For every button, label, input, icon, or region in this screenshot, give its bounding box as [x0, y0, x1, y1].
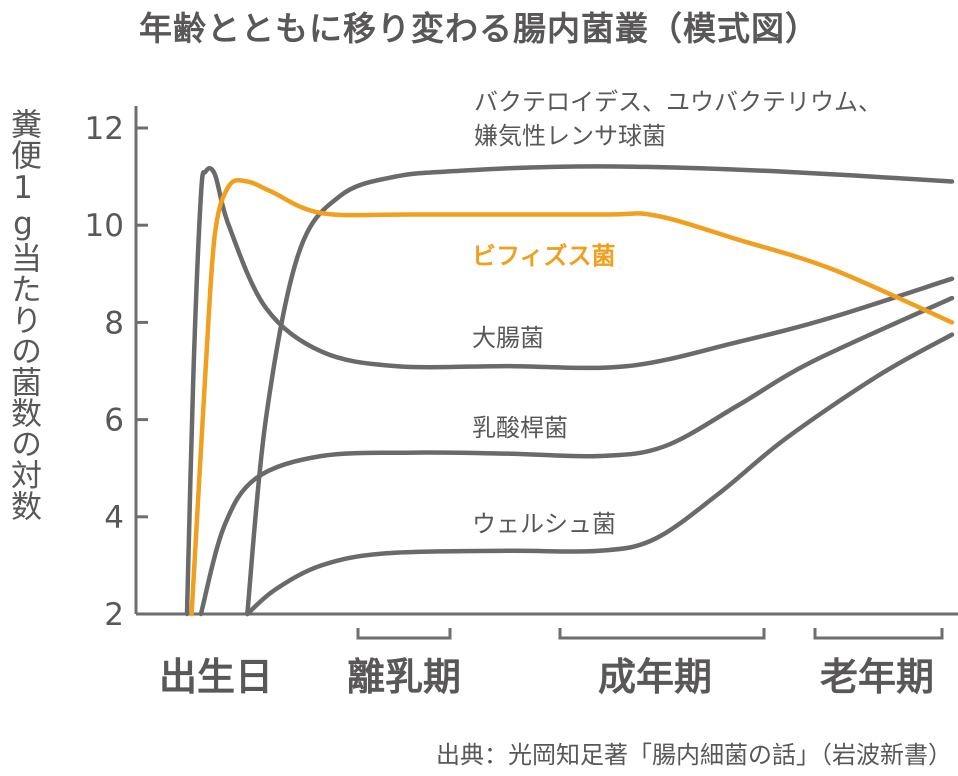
- series-line-clostridium-perfringens: [245, 332, 955, 617]
- source-citation: 出典：光岡知足著「腸内細菌の話」（岩波新書）: [436, 741, 952, 769]
- stage-label: 離乳期: [347, 655, 461, 699]
- y-tick-label: 2: [104, 597, 124, 633]
- chart-title: 年齢とともに移り変わる腸内菌叢（模式図）: [139, 9, 819, 48]
- y-tick-label: 10: [85, 208, 124, 244]
- stage-bracket: [813, 628, 944, 640]
- series-line-lactobacillus: [198, 295, 955, 617]
- series-label: 嫌気性レンサ球菌: [474, 122, 666, 150]
- series-label: ウェルシュ菌: [472, 510, 616, 538]
- y-axis-label: 糞便1g当たりの菌数の対数: [5, 108, 41, 521]
- y-tick-label: 12: [85, 111, 124, 147]
- series-line-e-coli: [184, 166, 955, 617]
- series-label: ビフィズス菌: [472, 242, 616, 270]
- series-label: 乳酸桿菌: [472, 414, 568, 442]
- y-tick-label: 6: [104, 403, 124, 439]
- stage-label: 老年期: [820, 655, 934, 699]
- series-line-bifidobacteria: [189, 177, 955, 617]
- series-line-bacteroides: [245, 164, 955, 617]
- y-tick-label: 8: [104, 305, 124, 341]
- stage-label: 出生日: [159, 655, 273, 699]
- stage-bracket: [356, 628, 452, 640]
- stage-label: 成年期: [598, 655, 712, 699]
- series-label: 大腸菌: [472, 324, 544, 352]
- series-label: バクテロイデス、ユウバクテリウム、: [474, 88, 882, 116]
- y-tick-label: 4: [104, 500, 124, 536]
- stage-bracket: [558, 628, 766, 640]
